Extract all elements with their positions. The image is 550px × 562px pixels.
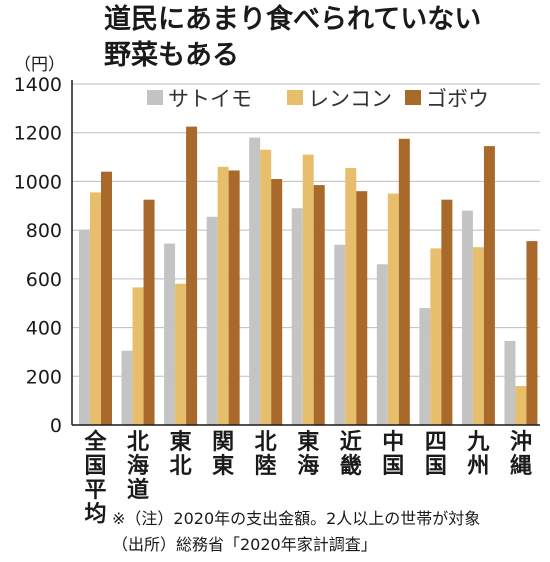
bar-satoimo <box>206 216 218 425</box>
note-line-1: ※（注）2020年の支出金額。2人以上の世帯が対象 <box>112 509 481 528</box>
y-tick-label: 400 <box>26 318 62 340</box>
bar-renkon <box>260 149 272 425</box>
x-category-label: 沖縄 <box>510 430 532 479</box>
y-tick-label: 200 <box>26 366 62 388</box>
bar-renkon <box>387 193 399 425</box>
bar-gobou <box>356 191 368 425</box>
legend-swatch <box>147 90 163 105</box>
y-tick-label: 1400 <box>14 74 62 96</box>
bar-satoimo <box>504 340 516 425</box>
bar-renkon <box>302 154 314 425</box>
bar-gobou <box>186 126 198 425</box>
y-tick-label: 600 <box>26 269 62 291</box>
x-category-label: 近畿 <box>340 429 362 479</box>
y-tick-label: 0 <box>50 415 62 437</box>
x-category-label: 東海 <box>297 430 319 479</box>
bar-gobou <box>143 199 155 425</box>
y-tick-label: 1000 <box>14 171 62 193</box>
legend-label: サトイモ <box>168 87 252 111</box>
bar-satoimo <box>79 230 90 425</box>
bar-satoimo <box>334 244 346 425</box>
bar-gobou <box>398 138 410 425</box>
bar-renkon <box>472 247 484 425</box>
bar-gobou <box>101 171 112 425</box>
x-category-label: 東北 <box>170 430 192 479</box>
bar-gobou <box>441 199 453 425</box>
legend-label: レンコン <box>308 87 392 111</box>
x-category-label: 関東 <box>212 430 234 479</box>
x-category-label: 中国 <box>382 430 404 479</box>
x-category-label: 全国平均 <box>83 429 107 527</box>
bar-renkon <box>217 166 229 426</box>
x-category-label: 四国 <box>425 430 447 479</box>
bar-renkon <box>430 248 442 425</box>
x-category-label: 北海道 <box>127 430 149 503</box>
chart-title-line-1: 道民にあまり食べられていない <box>104 4 482 35</box>
legend-swatch <box>287 90 303 105</box>
bar-satoimo <box>121 350 133 425</box>
bar-satoimo <box>164 243 176 425</box>
bar-satoimo <box>461 210 473 425</box>
bar-gobou <box>313 185 325 425</box>
chart-notes: ※（注）2020年の支出金額。2人以上の世帯が対象 （出所）総務省「2020年家… <box>112 506 480 558</box>
bar-gobou <box>526 241 538 425</box>
chart-title-line-2: 野菜もある <box>104 40 239 71</box>
bar-satoimo <box>419 308 431 425</box>
bar-gobou <box>271 178 283 425</box>
note-line-2: （出所）総務省「2020年家計調査」 <box>112 535 377 554</box>
y-tick-label: 1200 <box>14 123 62 145</box>
bar-gobou <box>483 146 495 425</box>
bar-renkon <box>515 386 527 425</box>
legend-swatch <box>405 90 421 105</box>
x-category-label: 北陸 <box>255 430 277 479</box>
chart-title: 道民にあまり食べられていない 野菜もある <box>104 2 481 74</box>
y-tick-label: 800 <box>26 220 62 242</box>
bar-renkon <box>132 287 144 425</box>
bar-satoimo <box>291 208 303 425</box>
bar-satoimo <box>249 137 261 426</box>
y-axis-unit: （円） <box>14 55 65 75</box>
bar-renkon <box>345 168 357 425</box>
x-category-label: 九州 <box>466 430 489 479</box>
bar-renkon <box>175 283 187 425</box>
bar-renkon <box>90 192 101 425</box>
legend-label: ゴボウ <box>426 87 489 111</box>
bar-gobou <box>228 170 240 425</box>
bar-satoimo <box>376 264 388 425</box>
